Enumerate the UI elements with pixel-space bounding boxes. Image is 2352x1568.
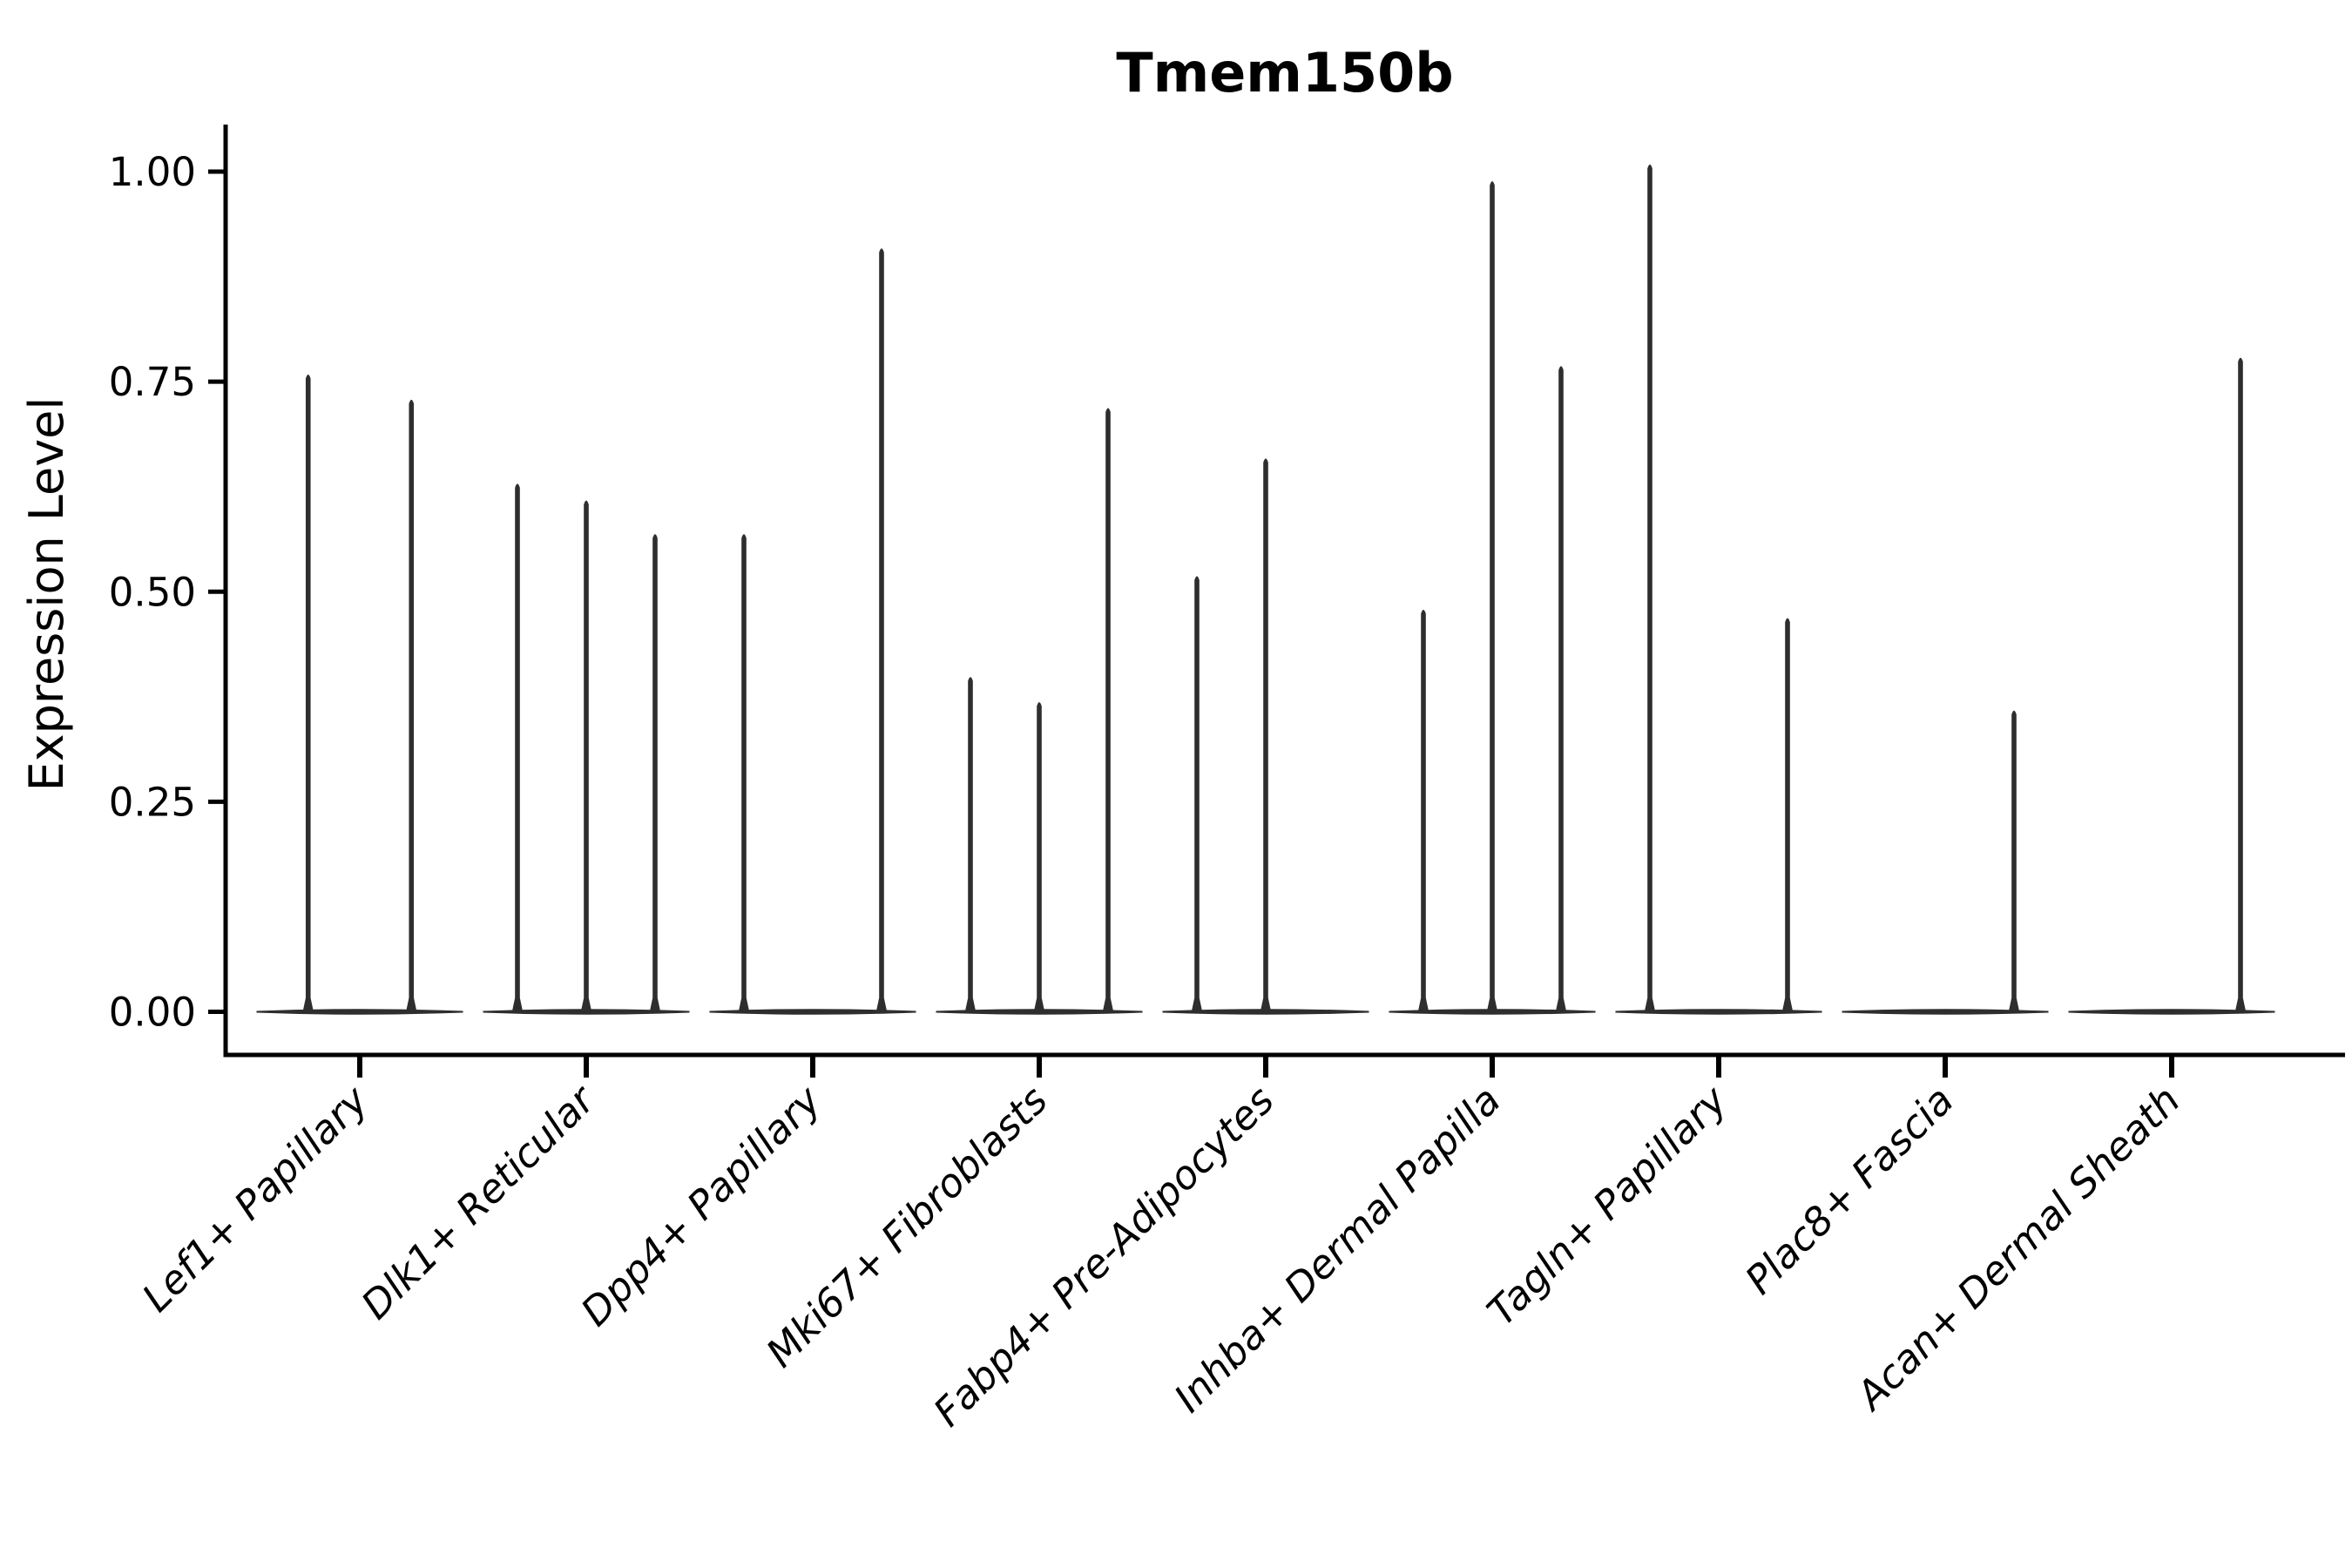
violin-baseline (256, 1009, 463, 1015)
violin-baseline (1162, 1009, 1369, 1015)
violin-spike (1645, 164, 1655, 1011)
violin-spike (1103, 408, 1113, 1011)
violin-spike (1487, 181, 1497, 1011)
violin-baseline (936, 1009, 1143, 1015)
violin-spike (1034, 702, 1044, 1011)
y-tick-label: 1.00 (109, 149, 196, 195)
violin-baseline (1389, 1009, 1596, 1015)
violin-spike (2009, 710, 2019, 1011)
violin-baseline (1842, 1009, 2049, 1015)
violin-spike (1556, 366, 1566, 1011)
violin-spike (1418, 610, 1429, 1011)
violin-baseline (1615, 1009, 1822, 1015)
violin-spike (739, 534, 749, 1011)
violin-spike (512, 483, 523, 1011)
violin-spike (1260, 458, 1271, 1011)
violin-spike (302, 374, 314, 1011)
violin-spike (965, 677, 976, 1011)
violin-baseline (709, 1009, 916, 1015)
violin-spike (406, 399, 417, 1011)
violin-baseline (483, 1009, 690, 1015)
y-tick-label: 0.50 (109, 569, 196, 615)
y-tick-label: 0.00 (109, 990, 196, 1036)
violin-spike (2235, 357, 2246, 1011)
y-axis-label: Expression Level (19, 397, 74, 792)
violin-spike (1782, 618, 1793, 1011)
violin-spike (1192, 576, 1202, 1011)
violin-spike (581, 500, 591, 1011)
y-tick-label: 0.75 (109, 359, 196, 405)
y-tick-label: 0.25 (109, 779, 196, 825)
violin-baseline (2068, 1009, 2275, 1015)
violin-spike (650, 534, 660, 1011)
violin-spike (876, 248, 887, 1011)
chart-title: Tmem150b (1116, 41, 1453, 105)
